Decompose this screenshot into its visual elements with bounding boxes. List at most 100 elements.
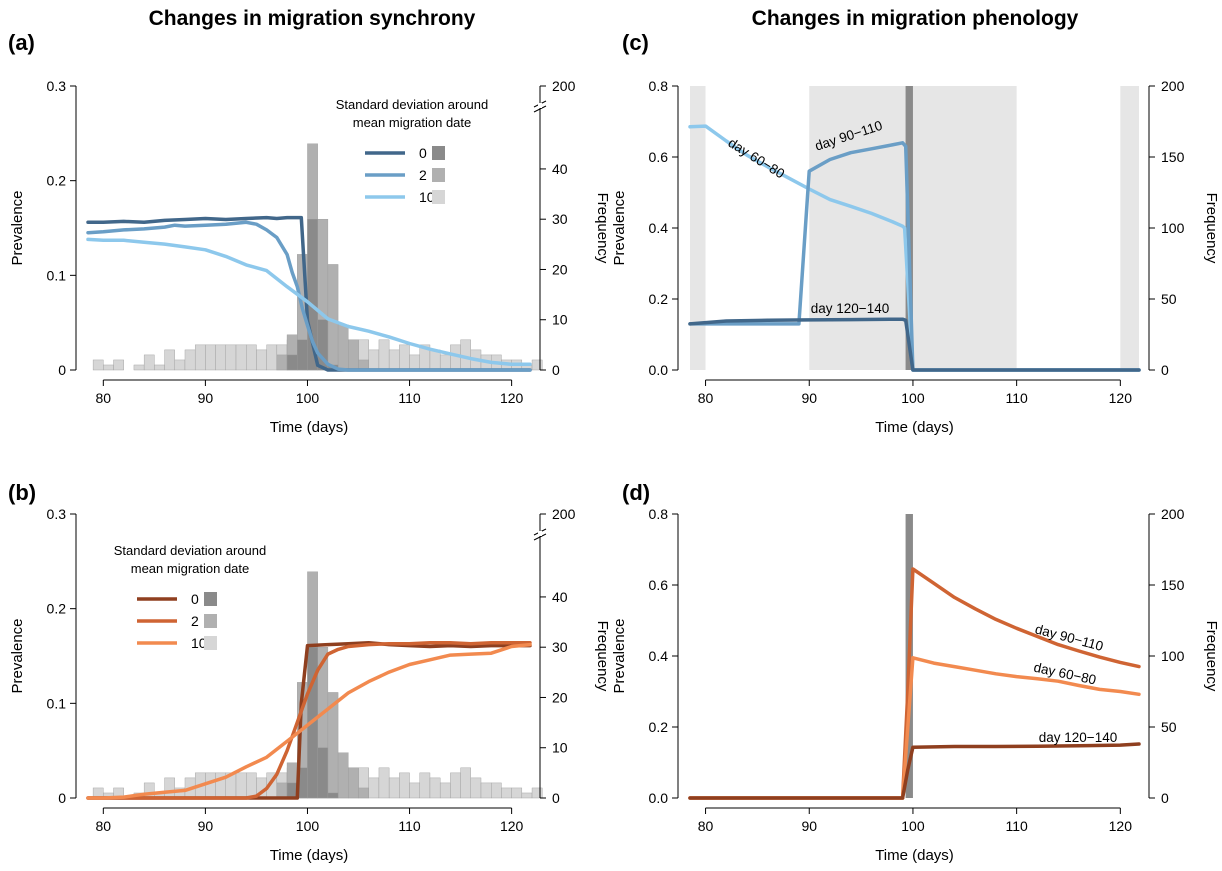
legend-swatch bbox=[204, 614, 217, 628]
bottom-tick-label: 120 bbox=[1109, 818, 1133, 834]
series-line bbox=[688, 567, 1141, 800]
histogram-bar-sd-10 bbox=[491, 782, 502, 799]
x-axis-label: Time (days) bbox=[875, 419, 954, 436]
left-tick-label: 0.8 bbox=[649, 78, 669, 94]
y-axis-label: Prevalence bbox=[611, 618, 628, 693]
histogram-bar-sd-10 bbox=[205, 344, 216, 371]
histogram-bar-sd-10 bbox=[409, 782, 420, 799]
bottom-tick-label: 120 bbox=[500, 818, 524, 834]
bottom-tick-label: 90 bbox=[801, 818, 817, 834]
bottom-tick-label: 120 bbox=[500, 390, 524, 406]
histogram-bar-sd-10 bbox=[246, 772, 257, 799]
histogram-bar-sd-10 bbox=[154, 364, 165, 371]
histogram-bar-sd-10 bbox=[470, 777, 482, 799]
left-tick-label: 0.0 bbox=[649, 362, 669, 378]
legend: Standard deviation around mean migration … bbox=[114, 543, 267, 651]
legend-title: Standard deviation around bbox=[336, 97, 489, 112]
series-label: day 120−140 bbox=[1039, 730, 1117, 745]
left-tick-label: 0.8 bbox=[649, 506, 669, 522]
series-line bbox=[688, 656, 1141, 800]
bottom-tick-label: 80 bbox=[96, 818, 112, 834]
axis-break-gap bbox=[538, 531, 542, 536]
left-tick-label: 0.4 bbox=[649, 220, 669, 236]
bottom-tick-label: 100 bbox=[901, 818, 925, 834]
right-tick-label: 0 bbox=[1161, 790, 1169, 806]
legend-title: mean migration date bbox=[353, 115, 472, 130]
left-tick-label: 0.3 bbox=[47, 506, 67, 522]
series-line bbox=[688, 317, 1141, 372]
histogram-bar-sd-10 bbox=[133, 364, 145, 371]
histogram-bar-sd-10 bbox=[409, 354, 420, 371]
axis-break-gap bbox=[538, 103, 542, 108]
shaded-period bbox=[1120, 86, 1139, 370]
histogram-bar-sd-10 bbox=[225, 344, 237, 371]
shaded-period bbox=[690, 86, 706, 370]
x-axis-label: Time (days) bbox=[270, 419, 349, 436]
panel-c-phenology-outbound: (c) 0.0 0.2 0.4 0.6 0.8 0 50 100 150 200 80 90 100 110… bbox=[611, 30, 1220, 436]
x-axis-label: Time (days) bbox=[875, 847, 954, 864]
histogram-bar-sd-2 bbox=[327, 264, 339, 371]
right-tick-label: 20 bbox=[552, 261, 568, 277]
bottom-tick-label: 110 bbox=[1005, 390, 1028, 406]
bottom-tick-label: 90 bbox=[198, 818, 214, 834]
right-tick-label: 0 bbox=[552, 362, 560, 378]
legend-swatch bbox=[204, 636, 217, 650]
axes: 0.0 0.2 0.4 0.6 0.8 0 50 100 150 200 80 90 100 110 120… bbox=[611, 78, 1220, 436]
left-tick-label: 0.2 bbox=[47, 173, 67, 189]
histogram-bar-sd-10 bbox=[388, 349, 400, 371]
histogram-bar-sd-10 bbox=[174, 359, 186, 371]
right-tick-label: 50 bbox=[1161, 291, 1177, 307]
histogram-bar-sd-10 bbox=[521, 792, 533, 799]
right-tick-label: 10 bbox=[552, 312, 568, 328]
left-column-title: Changes in migration synchrony bbox=[149, 7, 476, 30]
histogram-bar-sd-10 bbox=[113, 359, 124, 371]
histogram-bar-sd-2 bbox=[358, 787, 369, 799]
right-tick-label: 0 bbox=[1161, 362, 1169, 378]
right-tick-label: 30 bbox=[552, 639, 568, 655]
histogram-bar-sd-2 bbox=[276, 782, 288, 799]
histogram-bar-sd-10 bbox=[439, 354, 451, 371]
histogram-bar-sd-10 bbox=[480, 782, 492, 799]
legend-label: 10 bbox=[419, 189, 435, 205]
series-line bbox=[86, 640, 532, 800]
histogram-bar-sd-10 bbox=[388, 777, 400, 799]
histogram-bar-sd-10 bbox=[378, 339, 390, 371]
histogram-bar-sd-2 bbox=[337, 324, 349, 371]
histogram-bar-sd-10 bbox=[419, 772, 431, 799]
bottom-tick-label: 110 bbox=[398, 390, 421, 406]
legend-title: Standard deviation around bbox=[114, 543, 267, 558]
legend: Standard deviation around mean migration … bbox=[336, 97, 489, 205]
right-tick-label: 150 bbox=[1161, 577, 1185, 593]
series-line bbox=[688, 124, 1141, 372]
bottom-tick-label: 120 bbox=[1109, 390, 1133, 406]
histogram-bar-sd-10 bbox=[143, 354, 155, 371]
histogram-bar-sd-2 bbox=[337, 752, 349, 799]
histogram-bar-sd-10 bbox=[460, 767, 471, 799]
y2-axis-label: Frequency bbox=[1203, 193, 1220, 264]
right-tick-label: 150 bbox=[1161, 149, 1185, 165]
left-tick-label: 0.1 bbox=[47, 695, 67, 711]
left-tick-label: 0 bbox=[58, 790, 66, 806]
left-tick-label: 0.2 bbox=[649, 719, 669, 735]
histogram-bar-sd-10 bbox=[531, 359, 543, 371]
left-tick-label: 0.0 bbox=[649, 790, 669, 806]
histogram-bar-sd-10 bbox=[164, 349, 175, 371]
histogram-bar-sd-10 bbox=[256, 349, 267, 371]
histogram-bar-sd-10 bbox=[429, 777, 441, 799]
panel-label: (a) bbox=[8, 30, 35, 55]
right-tick-label: 40 bbox=[552, 161, 568, 177]
histogram-bar-sd-10 bbox=[194, 344, 206, 371]
histogram-bar-sd-10 bbox=[511, 787, 523, 799]
histogram-bar-sd-0 bbox=[297, 339, 308, 371]
left-tick-label: 0.2 bbox=[47, 601, 67, 617]
right-tick-label: 100 bbox=[1161, 220, 1185, 236]
histogram-bar-sd-10 bbox=[399, 344, 410, 371]
axis-break-mark bbox=[533, 533, 547, 541]
bottom-tick-label: 110 bbox=[1005, 818, 1028, 834]
histogram-bar-sd-10 bbox=[399, 772, 410, 799]
histogram-bar-sd-2 bbox=[348, 339, 359, 371]
